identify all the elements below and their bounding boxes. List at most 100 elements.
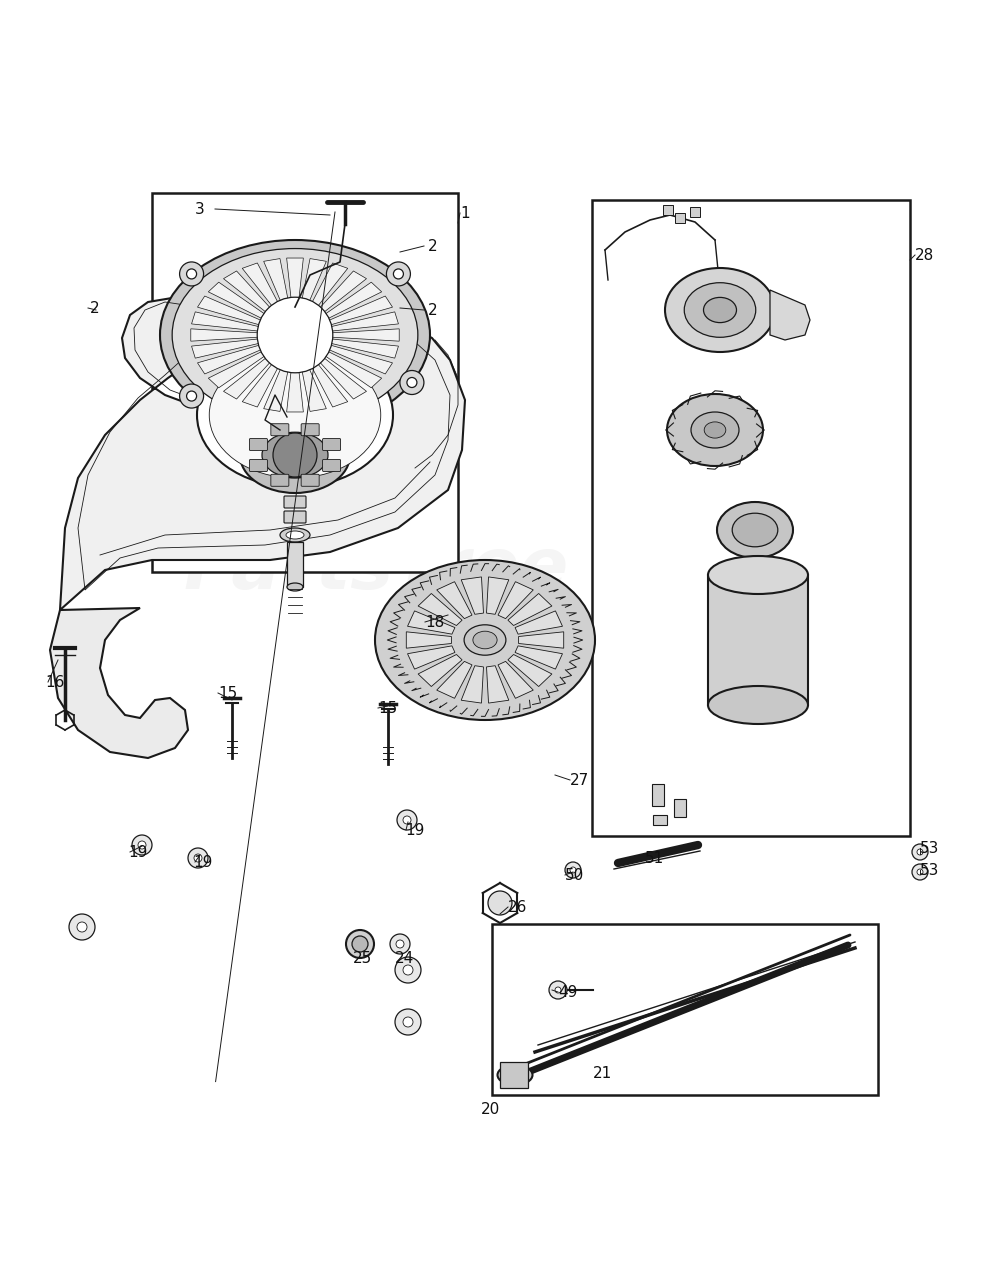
Polygon shape	[498, 581, 533, 618]
Polygon shape	[770, 291, 810, 340]
Ellipse shape	[286, 531, 304, 539]
Bar	[152, 193, 458, 572]
Text: 3: 3	[195, 201, 205, 216]
Text: 15: 15	[378, 700, 398, 716]
Circle shape	[555, 987, 561, 993]
Polygon shape	[264, 259, 290, 311]
Polygon shape	[518, 632, 564, 648]
Circle shape	[180, 384, 204, 408]
Polygon shape	[300, 358, 326, 411]
Circle shape	[346, 931, 374, 957]
Ellipse shape	[160, 241, 430, 430]
Bar	[653, 815, 667, 826]
Circle shape	[387, 262, 410, 285]
Ellipse shape	[473, 631, 497, 649]
Circle shape	[570, 867, 576, 873]
Circle shape	[912, 844, 928, 860]
Circle shape	[565, 861, 581, 878]
Circle shape	[257, 297, 333, 372]
Bar	[500, 1062, 528, 1088]
Polygon shape	[326, 312, 399, 332]
Text: 51: 51	[645, 850, 665, 865]
Polygon shape	[314, 353, 367, 399]
Text: 15: 15	[218, 686, 237, 700]
Polygon shape	[192, 338, 263, 358]
Text: 28: 28	[915, 247, 935, 262]
Circle shape	[917, 849, 923, 855]
Ellipse shape	[708, 686, 808, 724]
Bar	[663, 205, 673, 215]
FancyBboxPatch shape	[284, 497, 306, 508]
Ellipse shape	[691, 412, 739, 448]
Text: 19: 19	[128, 845, 147, 859]
Circle shape	[77, 922, 87, 932]
Ellipse shape	[704, 422, 726, 438]
Ellipse shape	[665, 268, 775, 352]
Circle shape	[396, 940, 404, 948]
Circle shape	[549, 980, 567, 998]
Polygon shape	[323, 344, 393, 374]
Bar	[492, 924, 878, 1094]
Ellipse shape	[197, 343, 393, 486]
Polygon shape	[242, 262, 283, 314]
Polygon shape	[323, 296, 393, 326]
Circle shape	[403, 965, 413, 975]
Circle shape	[400, 370, 424, 394]
Circle shape	[397, 810, 417, 829]
Circle shape	[917, 869, 923, 876]
Polygon shape	[418, 594, 462, 626]
FancyBboxPatch shape	[271, 424, 289, 435]
Circle shape	[403, 817, 411, 824]
FancyBboxPatch shape	[302, 475, 319, 486]
Text: 21: 21	[593, 1065, 612, 1080]
Text: 27: 27	[570, 773, 589, 787]
Polygon shape	[50, 608, 188, 758]
Ellipse shape	[280, 527, 310, 541]
Polygon shape	[498, 662, 533, 699]
Polygon shape	[192, 312, 263, 332]
Polygon shape	[287, 259, 304, 311]
Ellipse shape	[667, 394, 763, 466]
Polygon shape	[319, 348, 382, 388]
Polygon shape	[515, 611, 563, 634]
Circle shape	[406, 378, 417, 388]
Polygon shape	[461, 666, 484, 703]
Circle shape	[69, 914, 95, 940]
Text: 1: 1	[460, 206, 470, 220]
Text: 53: 53	[920, 841, 940, 855]
Ellipse shape	[717, 502, 793, 558]
Polygon shape	[209, 282, 271, 321]
FancyBboxPatch shape	[322, 460, 340, 471]
Polygon shape	[406, 632, 451, 648]
Circle shape	[187, 392, 197, 401]
Polygon shape	[319, 282, 382, 321]
Polygon shape	[487, 577, 508, 614]
Bar	[708, 575, 808, 705]
Ellipse shape	[240, 417, 350, 493]
Polygon shape	[60, 298, 465, 611]
Polygon shape	[407, 611, 455, 634]
Ellipse shape	[732, 513, 777, 547]
FancyBboxPatch shape	[249, 439, 267, 451]
Circle shape	[138, 841, 146, 849]
Polygon shape	[264, 358, 290, 411]
Polygon shape	[224, 271, 276, 317]
Text: 16: 16	[45, 675, 64, 690]
Polygon shape	[307, 356, 348, 407]
Polygon shape	[209, 348, 271, 388]
Text: 26: 26	[508, 900, 527, 914]
Ellipse shape	[708, 556, 808, 594]
Polygon shape	[418, 654, 462, 686]
Bar	[675, 212, 685, 223]
FancyBboxPatch shape	[302, 424, 319, 435]
Polygon shape	[326, 338, 399, 358]
Circle shape	[488, 891, 512, 915]
Circle shape	[273, 433, 317, 477]
Bar	[287, 541, 303, 588]
Circle shape	[395, 957, 421, 983]
Polygon shape	[242, 356, 283, 407]
Polygon shape	[314, 271, 367, 317]
Circle shape	[180, 262, 204, 285]
FancyBboxPatch shape	[271, 475, 289, 486]
Text: 53: 53	[920, 863, 940, 878]
